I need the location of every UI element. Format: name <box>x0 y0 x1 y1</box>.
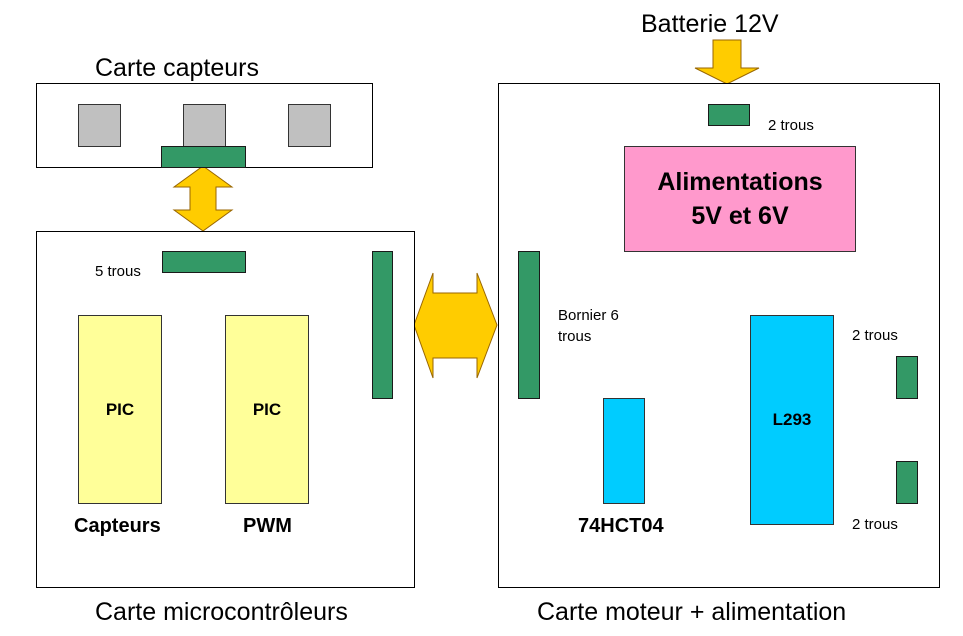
sensor-2 <box>183 104 226 147</box>
motor-connector-1 <box>896 356 918 399</box>
five-hole-connector <box>162 251 246 273</box>
pic-pwm-chip: PIC <box>225 315 309 504</box>
pic-pwm-label: PIC <box>252 399 282 419</box>
sensor-board-connector <box>161 146 246 168</box>
terminal-label-line-2: trous <box>558 328 592 345</box>
sensor-1 <box>78 104 121 147</box>
sensor-3 <box>288 104 331 147</box>
motor-connector-1-label: 2 trous <box>852 327 898 344</box>
inverter-label: 74HCT04 <box>578 515 664 537</box>
terminal-block-6 <box>518 251 540 399</box>
motor-board-title: Carte moteur + alimentation <box>537 598 847 626</box>
pic-sensors-label: PIC <box>105 399 135 419</box>
battery-connector <box>708 104 750 126</box>
power-supply-block: Alimentations 5V et 6V <box>624 146 856 252</box>
pic-sensors-caption: Capteurs <box>74 515 161 537</box>
terminal-label-line-1: Bornier 6 <box>558 307 619 324</box>
l293-label: L293 <box>772 410 812 429</box>
sensor-micro-arrow <box>172 165 234 232</box>
micro-side-connector <box>372 251 393 399</box>
micro-motor-arrow <box>413 272 498 379</box>
micro-board-title: Carte microcontrôleurs <box>95 598 348 626</box>
battery-label: Batterie 12V <box>641 10 779 38</box>
battery-connector-label: 2 trous <box>768 117 814 134</box>
terminal-block-label: Bornier 6 trous <box>558 305 619 347</box>
inverter-chip <box>603 398 645 504</box>
battery-arrow <box>694 39 760 85</box>
sensor-board-title: Carte capteurs <box>95 54 259 82</box>
l293-chip: L293 <box>750 315 834 525</box>
five-holes-label: 5 trous <box>95 263 141 280</box>
power-line-1: Alimentations <box>657 168 823 196</box>
pic-sensors-chip: PIC <box>78 315 162 504</box>
motor-connector-2-label: 2 trous <box>852 516 898 533</box>
motor-connector-2 <box>896 461 918 504</box>
power-line-2: 5V et 6V <box>691 202 789 230</box>
pic-pwm-caption: PWM <box>243 515 292 537</box>
